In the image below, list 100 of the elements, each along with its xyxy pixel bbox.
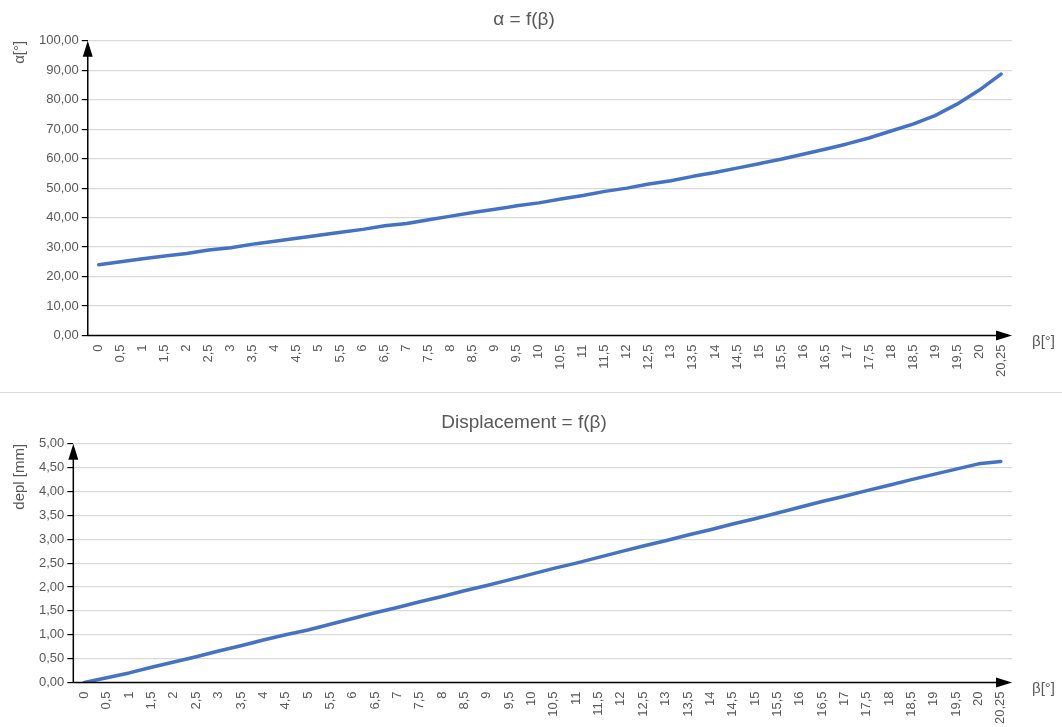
x-tick-label: 9 (478, 691, 494, 699)
y-tick-label: 100,00 (39, 32, 79, 48)
x-tick-label: 13,5 (679, 691, 695, 717)
x-tick-label: 8 (433, 691, 449, 699)
x-tick-label: 3 (222, 344, 238, 352)
x-tick-label: 18,5 (903, 691, 918, 717)
x-tick-label: 13 (657, 691, 673, 706)
x-tick-label: 14 (706, 344, 722, 359)
x-tick-label: 18 (882, 344, 898, 359)
x-tick-label: 0,5 (98, 691, 114, 710)
x-tick-label: 1,5 (143, 691, 159, 710)
x-tick-label: 19,5 (948, 344, 964, 370)
x-tick-label: 2 (165, 691, 181, 699)
x-tick-label: 0 (90, 344, 106, 352)
x-tick-label: 10 (530, 344, 546, 359)
y-tick-label: 20,00 (46, 268, 79, 284)
y-tick-label: 1,50 (38, 602, 65, 618)
x-tick-label: 20,25 (992, 344, 1008, 378)
x-tick-label: 6 (354, 344, 370, 352)
x-tick-label: 20 (970, 691, 986, 706)
x-tick-label: 17 (838, 344, 854, 359)
x-tick-label: 4 (266, 344, 282, 352)
y-axis-title: α[°] (10, 40, 28, 64)
y-tick-label: 4,50 (38, 459, 65, 475)
x-tick-label: 6,5 (366, 691, 382, 710)
y-tick-label: 5,00 (38, 435, 65, 451)
x-tick-label: 2,5 (200, 344, 216, 363)
x-tick-label: 0 (76, 691, 92, 699)
x-tick-label: 16,5 (813, 691, 829, 717)
x-tick-label: 5 (299, 691, 315, 699)
x-tick-label: 9,5 (508, 344, 524, 363)
x-axis-title: β[°] (1032, 678, 1055, 696)
x-tick-label: 18,5 (904, 344, 920, 370)
y-tick-label: 4,00 (38, 483, 65, 499)
y-tick-label: 1,00 (38, 626, 65, 642)
x-tick-label: 7,5 (420, 344, 436, 363)
y-tick-label: 50,00 (46, 179, 79, 195)
x-tick-label: 19 (925, 691, 941, 706)
x-tick-label: 3 (210, 691, 226, 699)
x-tick-label: 5,5 (332, 344, 348, 363)
x-tick-label: 11 (574, 344, 590, 358)
x-tick-label: 16,5 (816, 344, 832, 370)
y-axis-title: depl [mm] (10, 443, 28, 510)
x-tick-label: 12 (618, 344, 634, 359)
x-tick-label: 12,5 (634, 691, 650, 717)
x-tick-label: 16 (794, 344, 810, 359)
x-tick-label: 7 (388, 691, 404, 699)
y-tick-label: 80,00 (46, 91, 79, 107)
x-tick-label: 7,5 (411, 691, 427, 710)
x-tick-label: 10 (523, 691, 539, 706)
x-tick-label: 6 (344, 691, 360, 699)
x-tick-label: 13,5 (684, 344, 700, 370)
y-tick-label: 0,00 (53, 327, 79, 343)
x-tick-label: 2 (178, 344, 194, 352)
x-tick-label: 3,5 (244, 344, 260, 363)
x-tick-label: 16 (791, 691, 807, 706)
x-tick-label: 14 (701, 691, 717, 706)
x-tick-label: 11,5 (590, 691, 606, 716)
x-tick-label: 3,5 (232, 691, 248, 710)
y-tick-label: 3,00 (38, 530, 65, 546)
x-tick-label: 6,5 (376, 344, 392, 363)
y-tick-label: 40,00 (46, 209, 79, 225)
x-tick-label: 15,5 (768, 691, 784, 717)
x-tick-label: 2,5 (187, 691, 203, 710)
y-tick-label: 30,00 (46, 238, 79, 254)
x-tick-label: 11 (567, 691, 583, 705)
x-tick-label: 8,5 (456, 691, 471, 710)
x-tick-label: 8 (442, 344, 458, 352)
x-tick-label: 18 (880, 691, 896, 706)
chart-title: α = f(β) (493, 7, 555, 29)
y-tick-label: 70,00 (46, 120, 79, 136)
x-tick-label: 17,5 (860, 344, 876, 370)
x-tick-label: 5,5 (321, 691, 337, 710)
x-tick-label: 12,5 (640, 344, 656, 370)
x-tick-label: 11,5 (596, 344, 612, 369)
x-tick-label: 17,5 (858, 691, 874, 717)
y-tick-label: 10,00 (46, 297, 79, 313)
y-tick-label: 0,50 (38, 650, 65, 666)
x-tick-label: 20 (970, 344, 986, 359)
x-tick-label: 5 (310, 344, 326, 352)
x-tick-label: 19,5 (947, 691, 963, 717)
x-tick-label: 14,5 (724, 691, 740, 717)
x-tick-label: 15,5 (772, 344, 788, 370)
x-tick-label: 17 (835, 691, 851, 706)
x-tick-label: 19 (926, 344, 942, 359)
x-tick-label: 7 (398, 344, 414, 352)
x-tick-label: 0,5 (112, 344, 128, 363)
x-tick-label: 1 (134, 344, 150, 352)
x-tick-label: 4,5 (277, 691, 293, 710)
y-tick-label: 2,00 (38, 578, 65, 594)
x-tick-label: 12 (612, 691, 628, 706)
y-tick-label: 0,00 (38, 674, 65, 690)
x-tick-label: 4,5 (288, 344, 304, 363)
x-tick-label: 10,5 (552, 344, 568, 370)
x-tick-label: 1,5 (156, 344, 172, 363)
x-tick-label: 13 (662, 344, 678, 359)
y-tick-label: 3,50 (38, 506, 65, 522)
x-tick-label: 20,25 (992, 691, 1008, 725)
y-tick-label: 90,00 (46, 61, 79, 77)
x-tick-label: 15 (746, 691, 762, 706)
